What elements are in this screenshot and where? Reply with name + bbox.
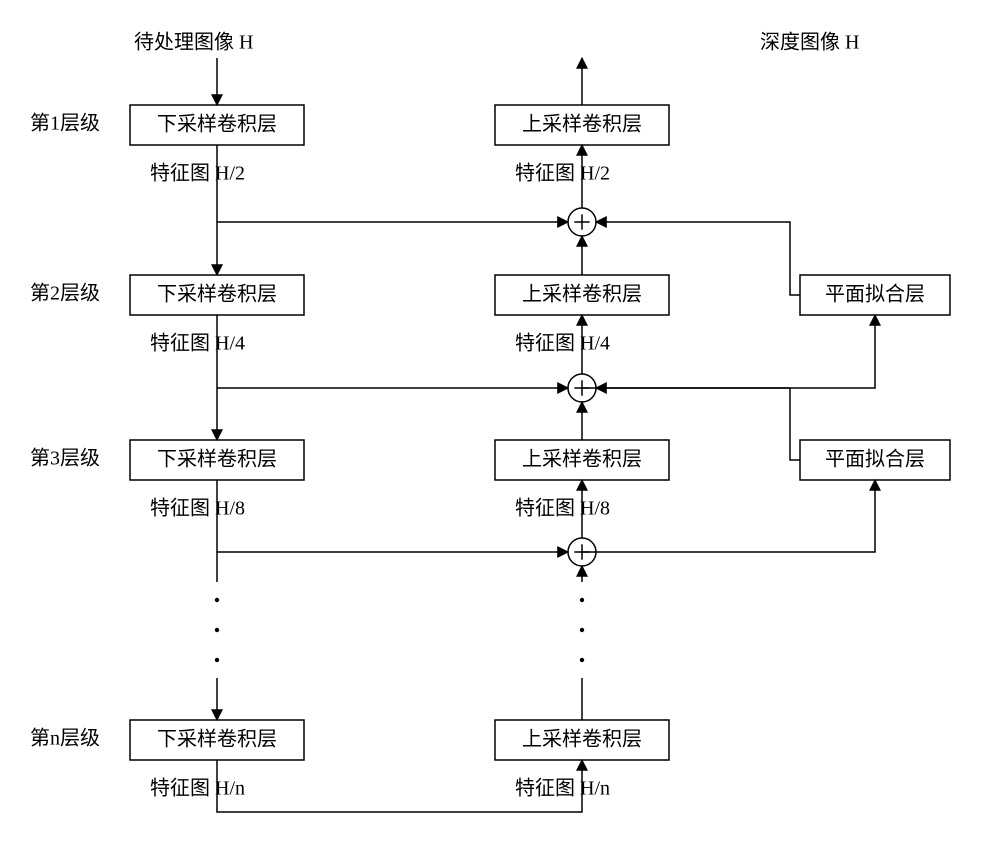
dots-up-1 xyxy=(580,628,584,632)
dots-down-1 xyxy=(215,628,219,632)
level-3-label: 第3层级 xyxy=(30,447,100,470)
up-box-2-label: 上采样卷积层 xyxy=(522,283,642,306)
up-box-n-label: 上采样卷积层 xyxy=(522,728,642,751)
plane-box-2-label: 平面拟合层 xyxy=(825,283,925,306)
feat-down-n: 特征图 H/n xyxy=(150,777,245,800)
plane-box-3-label: 平面拟合层 xyxy=(825,448,925,471)
down-box-3-label: 下采样卷积层 xyxy=(157,448,277,471)
feat-up-1: 特征图 H/2 xyxy=(515,162,610,185)
down-box-2-label: 下采样卷积层 xyxy=(157,283,277,306)
level-n-label: 第n层级 xyxy=(30,727,100,750)
input-label: 待处理图像 H xyxy=(134,31,253,54)
down-box-n-label: 下采样卷积层 xyxy=(157,728,277,751)
feat-down-1: 特征图 H/2 xyxy=(150,162,245,185)
arrow-s2-p2 xyxy=(582,315,875,388)
level-2-label: 第2层级 xyxy=(30,282,100,305)
feat-up-3: 特征图 H/8 xyxy=(515,497,610,520)
dots-down-0 xyxy=(215,598,219,602)
down-box-1-label: 下采样卷积层 xyxy=(157,113,277,136)
feat-down-3: 特征图 H/8 xyxy=(150,497,245,520)
arrow-s3-p3 xyxy=(582,480,875,552)
up-box-1-label: 上采样卷积层 xyxy=(522,113,642,136)
dots-down-2 xyxy=(215,658,219,662)
feat-up-2: 特征图 H/4 xyxy=(515,332,610,355)
dots-up-2 xyxy=(580,658,584,662)
up-box-3-label: 上采样卷积层 xyxy=(522,448,642,471)
feat-up-n: 特征图 H/n xyxy=(515,777,610,800)
dots-up-0 xyxy=(580,598,584,602)
output-label: 深度图像 H xyxy=(760,31,859,54)
level-1-label: 第1层级 xyxy=(30,112,100,135)
feat-down-2: 特征图 H/4 xyxy=(150,332,245,355)
